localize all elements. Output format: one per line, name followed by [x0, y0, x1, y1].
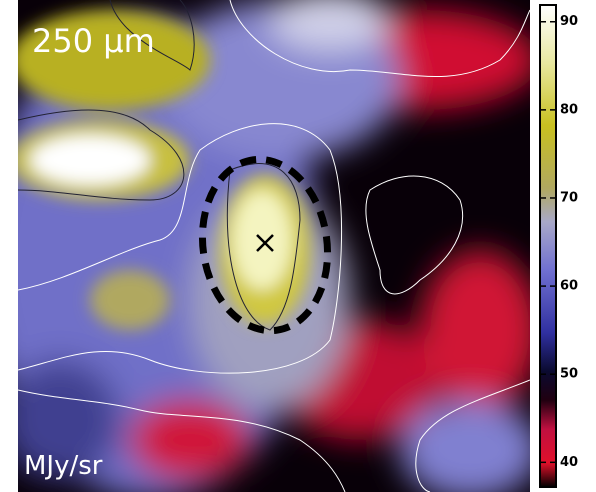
colorbar-ticks: 40 50 60 70 80 90 — [540, 14, 578, 470]
colorbar-tick-label: 40 — [560, 455, 578, 470]
colorbar — [539, 4, 557, 488]
colorbar-tick-label: 50 — [560, 367, 578, 382]
colorbar-tick-label: 80 — [560, 102, 578, 117]
colorbar-tick-label: 90 — [560, 14, 578, 29]
colorbar-tick-label: 70 — [560, 190, 578, 205]
map-image: 250 μm MJy/sr — [18, 0, 530, 492]
band-label: 250 μm — [32, 22, 155, 60]
colorbar-tick-label: 60 — [560, 279, 578, 294]
unit-label: MJy/sr — [24, 451, 103, 481]
